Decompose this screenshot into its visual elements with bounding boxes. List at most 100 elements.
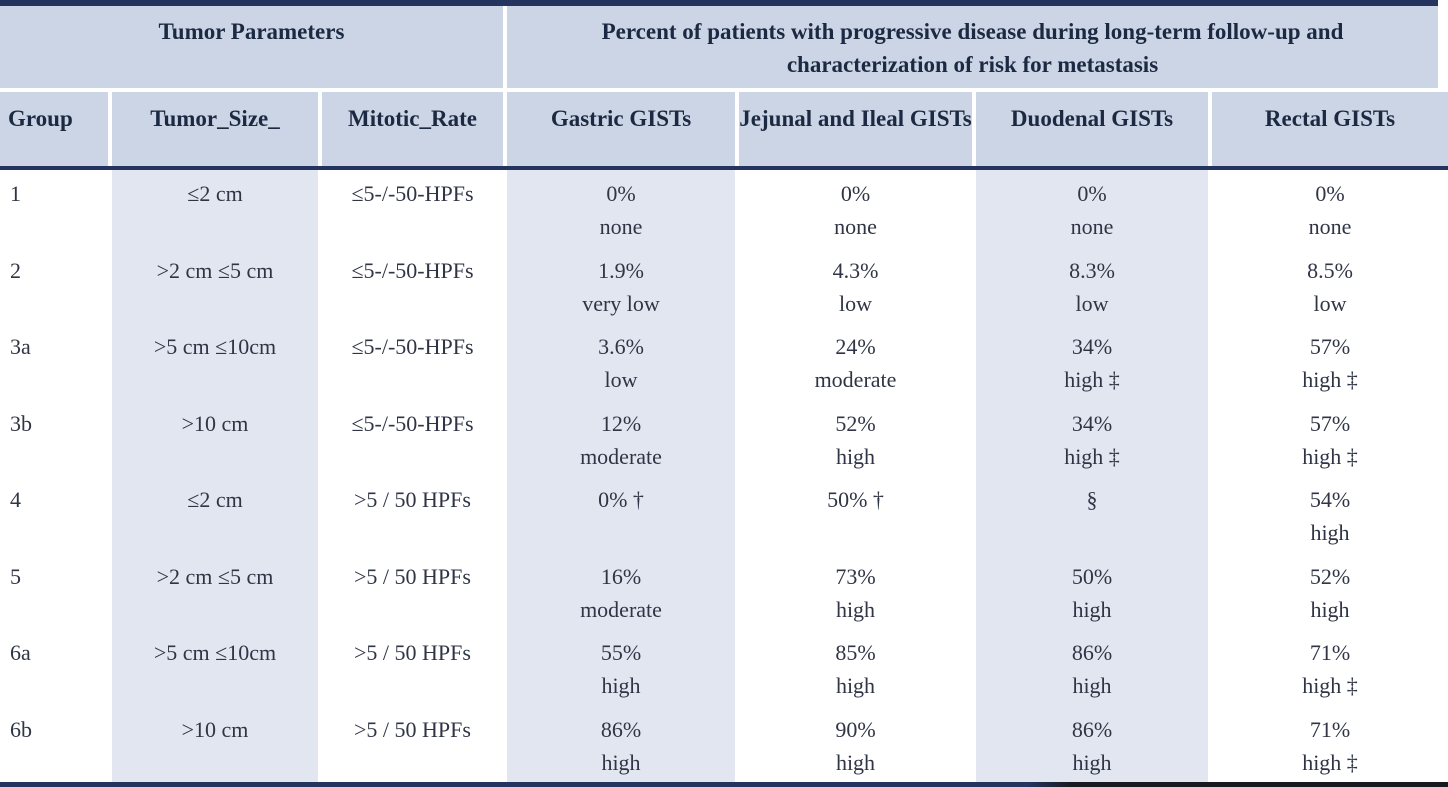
jejunal-percent: 52% xyxy=(835,410,876,436)
rectal-risk: high xyxy=(1310,596,1350,622)
cell-jejunal-ileal: 4.3% low xyxy=(739,247,972,324)
column-header-tumor-size: Tumor_Size_ xyxy=(112,92,318,166)
header-tumor-parameters: Tumor Parameters xyxy=(0,6,503,88)
header-body-divider xyxy=(0,166,1448,170)
cell-rectal: 54% high xyxy=(1212,476,1448,553)
table-row: 4 ≤2 cm >5 / 50 HPFs 0% † 50% † § 54% hi… xyxy=(0,476,1448,553)
rectal-percent: 71% xyxy=(1309,640,1351,665)
jejunal-risk: high xyxy=(835,749,876,775)
duodenal-risk: low xyxy=(1075,290,1109,316)
duodenal-percent: 34% xyxy=(1071,410,1113,436)
jejunal-risk xyxy=(739,516,972,549)
jejunal-risk: low xyxy=(839,290,872,316)
gastric-risk xyxy=(507,516,735,549)
cell-rectal: 57% high ‡ xyxy=(1212,323,1448,400)
cell-mitotic-rate: >5 / 50 HPFs xyxy=(354,563,471,589)
cell-group: 3b xyxy=(10,410,32,436)
duodenal-percent: 50% xyxy=(1071,563,1113,589)
duodenal-risk: high xyxy=(1072,673,1112,698)
rectal-percent: 8.5% xyxy=(1307,257,1353,283)
jejunal-risk: none xyxy=(834,214,877,239)
duodenal-risk: high ‡ xyxy=(1064,367,1120,392)
cell-tumor-size: ≤2 cm xyxy=(112,170,318,247)
gastric-risk: high xyxy=(601,749,641,775)
rectal-risk: high ‡ xyxy=(1302,749,1358,775)
duodenal-risk: high xyxy=(1072,596,1112,622)
gastric-percent: 16% xyxy=(600,563,642,589)
header-percent-title-label: Percent of patients with progressive dis… xyxy=(601,19,1344,77)
gastric-percent: 1.9% xyxy=(598,257,644,283)
jejunal-percent: 90% xyxy=(835,716,876,742)
cell-jejunal-ileal: 73% high xyxy=(739,553,972,630)
cell-group: 2 xyxy=(10,257,21,283)
rectal-risk: low xyxy=(1313,290,1347,316)
duodenal-percent: 86% xyxy=(1071,716,1113,742)
duodenal-percent: 34% xyxy=(1071,334,1113,359)
gastric-risk: moderate xyxy=(580,443,662,469)
gastric-percent: 55% xyxy=(600,640,642,665)
rectal-percent: 54% xyxy=(1309,487,1351,512)
cell-duodenal: 34% high ‡ xyxy=(976,323,1208,400)
cell-jejunal-ileal: 90% high xyxy=(739,706,972,783)
duodenal-risk: none xyxy=(1070,214,1114,239)
header-percent-title: Percent of patients with progressive dis… xyxy=(507,6,1438,88)
cell-rectal: 0% none xyxy=(1212,170,1448,247)
header-tumor-parameters-label: Tumor Parameters xyxy=(158,19,345,44)
cell-group: 6a xyxy=(10,640,31,665)
table-row: 3a >5 cm ≤10cm ≤5-/-50-HPFs 3.6% low 24%… xyxy=(0,323,1448,400)
jejunal-risk: moderate xyxy=(814,367,897,392)
gastric-percent: 12% xyxy=(600,410,642,436)
column-header-jejunal-ileal-gists: Jejunal and Ileal GISTs xyxy=(739,92,972,166)
table-row: 1 ≤2 cm ≤5-/-50-HPFs 0% none 0% none 0% … xyxy=(0,170,1448,247)
jejunal-percent: 50% † xyxy=(827,487,884,512)
cell-group: 4 xyxy=(10,487,21,512)
jejunal-risk: high xyxy=(835,596,876,622)
jejunal-percent: 0% xyxy=(840,181,871,206)
gastric-percent: 0% † xyxy=(598,487,644,512)
gastric-percent: 86% xyxy=(600,716,642,742)
rectal-percent: 57% xyxy=(1309,334,1351,359)
jejunal-percent: 85% xyxy=(835,640,876,665)
table-row: 6a >5 cm ≤10cm >5 / 50 HPFs 55% high 85%… xyxy=(0,629,1448,706)
cell-duodenal: 86% high xyxy=(976,629,1208,706)
table-top-border xyxy=(0,0,1438,6)
cell-duodenal: 8.3% low xyxy=(976,246,1208,323)
rectal-risk: high ‡ xyxy=(1302,367,1358,392)
jejunal-risk: high xyxy=(835,673,876,698)
rectal-risk: high xyxy=(1310,520,1350,545)
cell-duodenal: 0% none xyxy=(976,170,1208,247)
jejunal-risk: high xyxy=(835,443,876,469)
header-row-gap xyxy=(0,88,1448,92)
rectal-percent: 0% xyxy=(1315,181,1345,206)
cell-duodenal: 50% high xyxy=(976,552,1208,629)
cell-gastric: 0% none xyxy=(507,170,735,247)
cell-jejunal-ileal: 50% † xyxy=(739,476,972,553)
jejunal-percent: 4.3% xyxy=(832,257,879,283)
column-header-duodenal-gists: Duodenal GISTs xyxy=(976,92,1208,166)
cell-tumor-size: >5 cm ≤10cm xyxy=(112,629,318,706)
cell-rectal: 71% high ‡ xyxy=(1212,629,1448,706)
cell-mitotic-rate: >5 / 50 HPFs xyxy=(354,487,471,512)
cell-tumor-size: >5 cm ≤10cm xyxy=(112,323,318,400)
cell-group: 3a xyxy=(10,334,31,359)
duodenal-risk: high xyxy=(1072,749,1112,775)
rectal-risk: high ‡ xyxy=(1302,443,1358,469)
cell-mitotic-rate: ≤5-/-50-HPFs xyxy=(351,334,474,359)
column-header-group: Group xyxy=(0,92,108,166)
column-header-gastric-gists: Gastric GISTs xyxy=(507,92,735,166)
cell-rectal: 57% high ‡ xyxy=(1212,400,1448,477)
table-bottom-border xyxy=(0,782,1448,787)
cell-group: 6b xyxy=(10,716,32,742)
duodenal-percent: 0% xyxy=(1077,181,1107,206)
rectal-risk: high ‡ xyxy=(1302,673,1358,698)
column-header-rectal-gists: Rectal GISTs xyxy=(1212,92,1448,166)
table-body: 1 ≤2 cm ≤5-/-50-HPFs 0% none 0% none 0% … xyxy=(0,170,1448,782)
cell-jejunal-ileal: 24% moderate xyxy=(739,323,972,400)
table-header-span-row: Tumor Parameters Percent of patients wit… xyxy=(0,6,1448,88)
jejunal-percent: 73% xyxy=(835,563,876,589)
duodenal-risk: high ‡ xyxy=(1064,443,1120,469)
table-row: 6b >10 cm >5 / 50 HPFs 86% high 90% high… xyxy=(0,705,1448,783)
cell-mitotic-rate: ≤5-/-50-HPFs xyxy=(351,257,474,283)
gastric-risk: none xyxy=(599,214,643,239)
